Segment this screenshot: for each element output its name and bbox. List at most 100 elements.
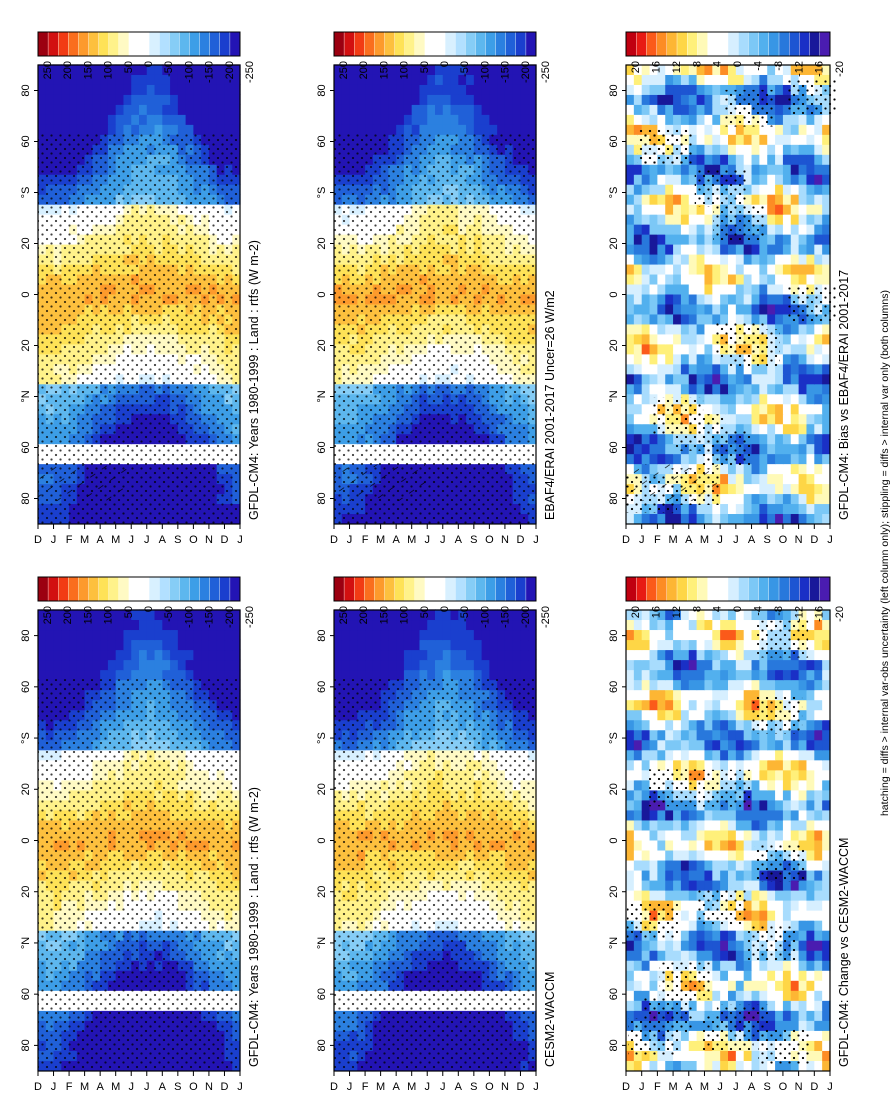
cell <box>396 649 405 661</box>
cell <box>201 659 210 671</box>
cell <box>357 629 366 641</box>
cell <box>76 104 86 115</box>
cell <box>38 124 47 135</box>
cell <box>53 639 62 651</box>
cell <box>481 94 490 105</box>
cell <box>232 94 241 105</box>
cell <box>224 649 233 661</box>
colorbar-label: -150 <box>500 61 512 83</box>
cell <box>224 74 233 85</box>
cell <box>100 64 109 75</box>
cell <box>146 669 156 681</box>
cell <box>481 84 490 95</box>
month-tick-label: D <box>330 534 338 546</box>
cell <box>473 669 483 681</box>
colorbar-label: 150 <box>378 61 390 79</box>
cell <box>201 114 210 125</box>
cell <box>520 659 529 671</box>
cell <box>170 84 179 95</box>
cell <box>481 104 490 115</box>
cell <box>185 669 194 681</box>
cell <box>427 84 436 95</box>
cell <box>123 94 132 105</box>
cell <box>154 649 163 661</box>
month-tick-label: A <box>159 534 167 546</box>
cell <box>185 104 194 115</box>
cell <box>131 74 140 85</box>
cell <box>419 124 428 135</box>
cell <box>528 659 537 671</box>
colorbar-swatch <box>465 31 477 57</box>
cell <box>107 104 117 115</box>
cell <box>177 639 187 651</box>
cell <box>162 659 171 671</box>
cell <box>473 114 483 125</box>
cell <box>177 74 187 85</box>
cell <box>481 124 490 135</box>
cell <box>435 659 444 671</box>
colorbar-swatch <box>108 31 120 57</box>
cell <box>504 84 514 95</box>
lat-tick-label: 60 <box>316 441 328 453</box>
cell <box>100 639 109 651</box>
colorbar-swatch <box>189 31 201 57</box>
colorbar-swatch <box>424 31 436 57</box>
lat-tick-label: °S <box>20 732 32 744</box>
cell <box>162 639 171 651</box>
cell <box>232 659 241 671</box>
colorbar-swatch <box>333 31 345 57</box>
cell <box>334 659 343 671</box>
cell <box>53 104 62 115</box>
cell <box>170 94 179 105</box>
cell <box>76 649 86 661</box>
cell <box>473 104 483 115</box>
cell <box>427 94 436 105</box>
cell <box>100 649 109 661</box>
colorbar-label: -100 <box>183 606 195 628</box>
colorbar-label: 250 <box>42 61 54 79</box>
cell <box>92 124 101 135</box>
colorbar-label: -200 <box>224 606 236 628</box>
lat-tick-label: 60 <box>20 135 32 147</box>
cell <box>185 84 194 95</box>
month-tick-label: N <box>205 534 213 546</box>
cell <box>341 669 351 681</box>
colorbar-swatch <box>179 576 191 602</box>
cell <box>92 659 101 671</box>
cell <box>427 649 436 661</box>
cell <box>45 84 55 95</box>
cell <box>349 84 358 95</box>
cell <box>154 94 163 105</box>
lat-tick-label: 60 <box>316 135 328 147</box>
cell <box>185 64 194 75</box>
cell <box>84 659 93 671</box>
cell <box>349 649 358 661</box>
cell <box>481 669 490 681</box>
cell <box>201 639 210 651</box>
cell <box>146 114 156 125</box>
cell <box>146 639 156 651</box>
cell <box>349 619 358 631</box>
cell <box>372 114 382 125</box>
cell <box>341 649 351 661</box>
cell <box>146 619 156 631</box>
cell <box>177 104 187 115</box>
cell <box>115 659 125 671</box>
lat-tick-label: °N <box>316 390 328 402</box>
cell <box>131 84 140 95</box>
cell <box>38 84 47 95</box>
colorbar-swatch <box>219 576 231 602</box>
cell <box>154 609 163 621</box>
cell <box>388 104 397 115</box>
cell <box>365 669 374 681</box>
cell <box>403 639 413 651</box>
cell <box>442 114 452 125</box>
colorbar-swatch <box>118 576 130 602</box>
cell <box>520 649 529 661</box>
panel-title: EBAF4/ERAI 2001-2017 Uncer=26 W/m2 <box>543 290 557 520</box>
cell <box>201 104 210 115</box>
month-tick-label: N <box>501 534 509 546</box>
cell <box>232 629 241 641</box>
cell <box>185 94 194 105</box>
cell <box>419 629 428 641</box>
